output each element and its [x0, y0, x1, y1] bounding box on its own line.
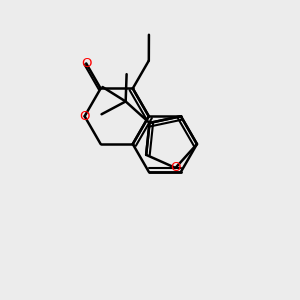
Text: O: O [81, 57, 92, 70]
Text: O: O [170, 161, 181, 174]
Text: O: O [80, 110, 90, 123]
